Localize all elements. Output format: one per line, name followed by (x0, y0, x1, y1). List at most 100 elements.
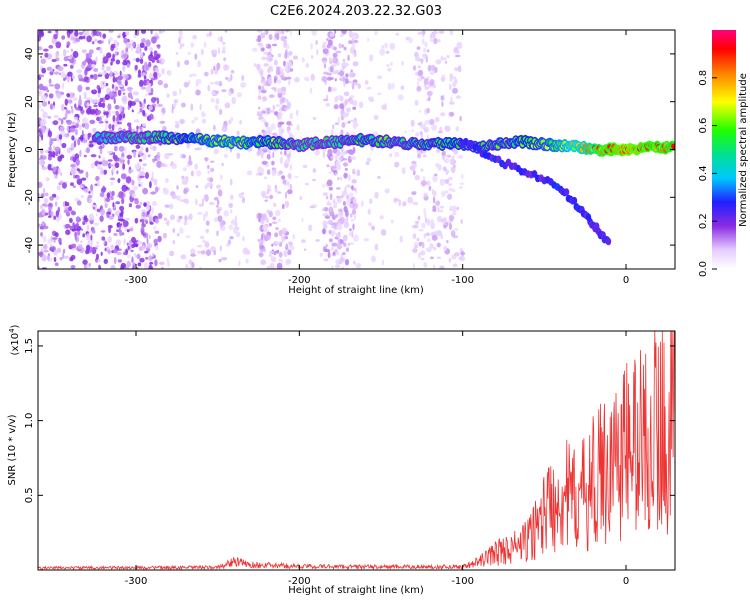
spectrogram-cell (149, 113, 154, 120)
spectrogram-cell (328, 86, 331, 93)
spectrogram-cell (266, 107, 271, 115)
spectrogram-cell (57, 206, 61, 213)
spectrogram-cell (111, 166, 116, 172)
spectrogram-cell (334, 78, 337, 82)
spectrogram-cell (122, 92, 126, 95)
spectrogram-cell (339, 256, 345, 263)
spectrogram-cell (205, 229, 210, 233)
spectrogram-cell (449, 30, 454, 36)
spectrogram-cell (443, 217, 447, 222)
spectrogram-cell (322, 228, 326, 235)
spectrogram-cell (46, 127, 49, 133)
spectrogram-cell (182, 167, 187, 172)
spectrogram-cell (213, 124, 216, 131)
spectrogram-cell (163, 217, 168, 221)
spectrogram-cell (414, 51, 419, 58)
spectrogram-cell (261, 129, 266, 133)
spectrogram-cell (363, 237, 370, 242)
spectrogram-cell (411, 129, 414, 133)
spectrogram-cell (411, 191, 417, 196)
spectrogram-cell (328, 56, 334, 63)
spectrogram-cell (116, 170, 119, 175)
spectrogram-cell (285, 98, 289, 103)
spectrogram-cell (309, 87, 313, 94)
spectrogram-cell (455, 126, 459, 132)
spectrogram-cell (52, 237, 58, 240)
spectrogram-cell (134, 163, 141, 170)
spectrogram-cell (438, 209, 444, 213)
snr-scale-suffix: ) (10, 324, 21, 328)
spectrogram-cell (296, 109, 299, 116)
spectrogram-cell (47, 116, 52, 119)
spectrogram-cell (321, 76, 328, 82)
spectrogram-cell (221, 49, 226, 54)
spectrogram-cell (328, 39, 333, 46)
spectrogram-cell (195, 185, 199, 189)
spectrogram-cell (339, 33, 344, 38)
spectrogram-cell (448, 214, 455, 221)
spectrogram-cell (280, 35, 286, 42)
spectrogram-cell (434, 116, 440, 123)
spectrogram-cell (55, 41, 62, 49)
spectrogram-cell (339, 70, 344, 77)
spectrogram-cell (66, 125, 70, 132)
spectrogram-cell (140, 226, 145, 234)
spectrogram-cell (335, 164, 342, 171)
spectrogram-cell (38, 159, 45, 166)
y-tick-label: 1.0 (24, 413, 35, 429)
spectrogram-cell (425, 57, 428, 63)
y-tick-label: 0.5 (24, 487, 35, 503)
spectrogram-cell (446, 193, 453, 200)
spectrogram-cell (217, 215, 223, 222)
spectrogram-cell (325, 243, 328, 248)
spectrogram-cell (148, 216, 153, 222)
spectrogram-cell (442, 166, 447, 172)
spectrogram-cell (199, 235, 205, 240)
spectrogram-cell (75, 216, 81, 223)
spectrogram-cell (38, 135, 41, 143)
spectrogram-cell (149, 181, 152, 189)
spectrogram-cell (420, 124, 426, 130)
spectrogram-cell (288, 79, 291, 86)
spectrogram-cell (139, 108, 143, 113)
spectrogram-cell (416, 149, 423, 155)
spectrogram-cell (280, 151, 283, 155)
spectrogram-cell (228, 202, 233, 209)
spectrogram-cell (94, 206, 98, 212)
spectrogram-cell (303, 248, 307, 252)
spectrogram-cell (441, 150, 446, 156)
spectrogram-cell (54, 201, 58, 207)
spectrogram-cell (110, 181, 114, 186)
spectrogram-cell (64, 98, 69, 106)
spectrogram-cell (52, 105, 55, 111)
spectrogram-cell (125, 47, 129, 52)
spectrogram-cell (436, 39, 441, 43)
spectrogram-cell (288, 50, 293, 56)
spectrogram-cell (48, 215, 52, 218)
spectrogram-cell (44, 87, 49, 90)
spectrogram-cell (417, 215, 421, 221)
spectrogram-cell (162, 232, 167, 239)
spectrogram-cell (417, 81, 420, 86)
spectrogram-cell (443, 158, 450, 164)
spectrogram-cell (281, 97, 285, 104)
spectrogram-cell (146, 211, 150, 215)
spectrogram-cell (151, 207, 154, 215)
spectrogram-cell (353, 234, 359, 242)
spectrogram-cell (95, 244, 100, 248)
spectrogram-cell (263, 76, 266, 84)
spectrogram-cell (312, 116, 317, 120)
spectrogram-cell (331, 265, 334, 269)
spectrogram-cell (207, 177, 211, 181)
spectrogram-cell (64, 255, 69, 259)
spectrogram-cell (169, 203, 174, 210)
spectrogram-cell (78, 35, 84, 40)
spectrogram-cell (421, 241, 425, 249)
spectrogram-cell (276, 116, 283, 120)
spectrogram-cell (241, 75, 245, 81)
spectrogram-cell (377, 175, 381, 180)
spectrogram-cell (349, 32, 352, 38)
spectrogram-cell (219, 245, 222, 252)
spectrogram-cell (452, 263, 458, 268)
spectrogram-cell (418, 109, 421, 113)
